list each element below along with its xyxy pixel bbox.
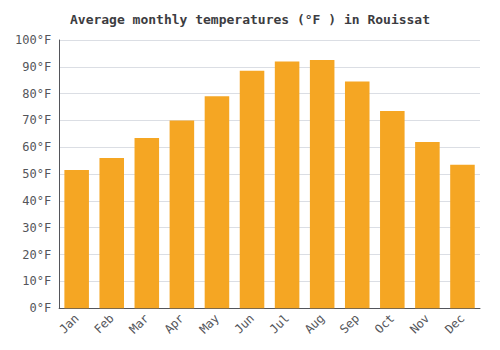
svg-text:Mar: Mar — [127, 311, 152, 336]
svg-text:Dec: Dec — [442, 311, 467, 336]
svg-text:May: May — [197, 311, 222, 336]
svg-text:Oct: Oct — [372, 311, 397, 336]
svg-text:Feb: Feb — [91, 311, 116, 336]
svg-text:30°F: 30°F — [22, 221, 51, 235]
svg-text:Average monthly temperatures (: Average monthly temperatures (°F ) in Ro… — [70, 12, 430, 27]
svg-text:90°F: 90°F — [22, 60, 51, 74]
svg-text:Apr: Apr — [162, 311, 187, 336]
svg-text:10°F: 10°F — [22, 274, 51, 288]
svg-text:60°F: 60°F — [22, 140, 51, 154]
svg-text:20°F: 20°F — [22, 248, 51, 262]
svg-text:Jan: Jan — [56, 311, 81, 336]
svg-text:Sep: Sep — [337, 311, 362, 336]
svg-text:0°F: 0°F — [29, 301, 51, 315]
svg-text:50°F: 50°F — [22, 167, 51, 181]
svg-text:100°F: 100°F — [15, 33, 51, 47]
svg-text:80°F: 80°F — [22, 87, 51, 101]
svg-text:Jun: Jun — [232, 311, 257, 336]
svg-text:Aug: Aug — [302, 311, 327, 336]
svg-text:Nov: Nov — [407, 311, 432, 336]
svg-text:40°F: 40°F — [22, 194, 51, 208]
svg-text:Jul: Jul — [267, 311, 292, 336]
svg-text:70°F: 70°F — [22, 113, 51, 127]
